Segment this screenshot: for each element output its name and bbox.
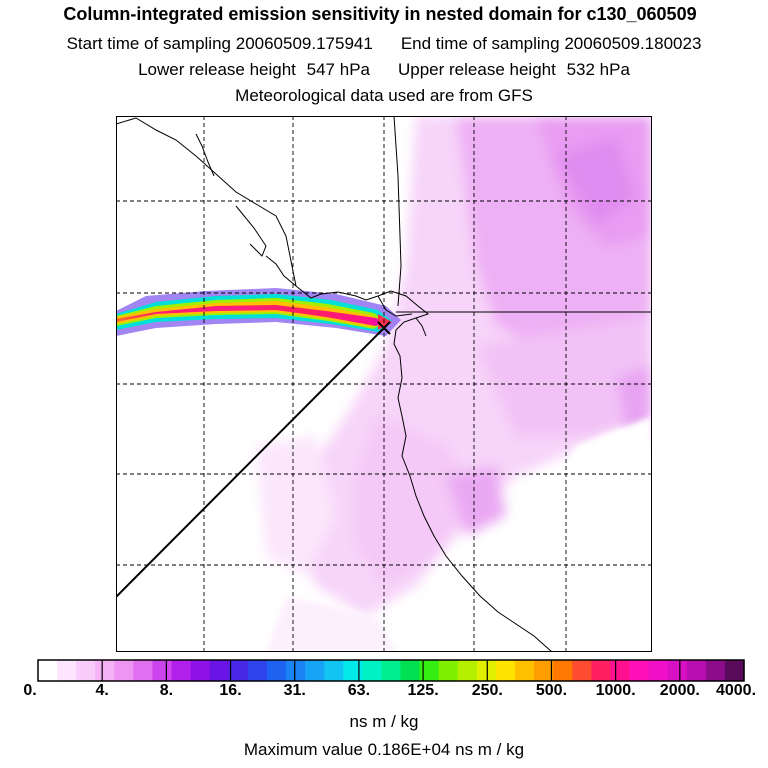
emission-plume <box>116 288 401 336</box>
start-time: Start time of sampling 20060509.175941 <box>67 34 373 54</box>
colorbar-tick-label: 0. <box>23 682 37 699</box>
colorbar-cell <box>686 660 707 681</box>
colorbar-tick-label: 500. <box>535 682 568 699</box>
receptor-marker <box>377 321 391 335</box>
graticule <box>116 116 652 652</box>
colorbar-cell <box>95 660 115 681</box>
map-panel <box>116 116 652 652</box>
colorbar-units: ns m / kg <box>349 712 419 731</box>
colorbar-tick-label: 2000. <box>659 682 700 699</box>
colorbar-cell <box>419 660 440 681</box>
colorbar-cell <box>400 660 421 681</box>
release-heights: Lower release height 547 hPa Upper relea… <box>0 60 768 80</box>
colorbar-cell <box>572 660 592 681</box>
colorbar-cell <box>76 660 96 681</box>
colorbar-cell <box>57 660 77 681</box>
colorbar-cell <box>324 660 344 681</box>
lower-release-label: Lower release height <box>138 60 296 79</box>
colorbar-cell <box>266 660 287 681</box>
colorbar-frame <box>37 659 745 682</box>
maximum-value: Maximum value 0.186E+04 ns m / kg <box>0 740 768 760</box>
colorbar-tick-label: 16. <box>219 682 242 699</box>
colorbar-tick-label: 4. <box>95 682 109 699</box>
lower-release-value: 547 <box>306 60 336 79</box>
colorbar-cell <box>591 660 612 681</box>
upper-release-unit: hPa <box>599 60 630 79</box>
maximum-value-label: Maximum value <box>243 740 363 759</box>
colorbar-cell <box>610 660 631 681</box>
colorbar-cell <box>705 660 726 681</box>
colorbar-cell <box>286 660 306 681</box>
maximum-value-number: 0.186E+04 <box>367 740 451 759</box>
colorbar-cell <box>515 660 535 681</box>
upper-release-label: Upper release height <box>398 60 556 79</box>
lower-release: Lower release height 547 hPa <box>138 60 370 80</box>
colorbar-tick-label: 125. <box>407 682 439 699</box>
colorbar-tick-label: 250. <box>471 682 503 699</box>
colorbar-tick-label: 63. <box>347 682 371 699</box>
colorbar-cell <box>114 660 134 681</box>
colorbar-cell <box>209 660 230 681</box>
start-time-value: 20060509.175941 <box>235 34 373 53</box>
sampling-times: Start time of sampling 20060509.175941 E… <box>0 34 768 54</box>
colorbar-tick-label: 31. <box>283 682 306 699</box>
upper-release-value: 532 <box>566 60 595 79</box>
colorbar-ticks <box>101 660 681 681</box>
borders <box>393 116 652 313</box>
colorbar-cell <box>553 660 573 681</box>
start-time-label: Start time of sampling <box>66 34 231 53</box>
colorbar-cell <box>362 660 383 681</box>
colorbar-cell <box>343 660 363 681</box>
end-time-label: End time of sampling <box>400 34 560 53</box>
met-data-note: Meteorological data used are from GFS <box>235 86 533 105</box>
colorbar-cell <box>667 660 688 681</box>
colorbar-cell <box>228 660 249 681</box>
end-time: End time of sampling 20060509.180023 <box>401 34 702 54</box>
colorbar-cell <box>305 660 325 681</box>
lower-release-unit: hPa <box>339 60 370 79</box>
upper-release: Upper release height 532 hPa <box>398 60 630 80</box>
colorbar-cell <box>190 660 211 681</box>
colorbar-cell <box>171 660 192 681</box>
colorbar-tick-label: 8. <box>159 682 174 699</box>
colorbar-cell <box>648 660 669 681</box>
colorbar-cell <box>534 660 554 681</box>
sensitivity-field <box>256 116 652 616</box>
colorbar-cell <box>476 660 497 681</box>
sensitivity-field-light <box>266 416 652 652</box>
colorbar-cell <box>457 660 478 681</box>
plot-title: Column-integrated emission sensitivity i… <box>63 4 697 24</box>
map-canvas <box>116 116 652 652</box>
colorbar-cell <box>152 660 173 681</box>
colorbar-tick-label: 1000. <box>595 682 636 699</box>
colorbar-tick-label: 4000. <box>715 682 757 699</box>
colorbar-cell <box>381 660 402 681</box>
map-border <box>116 116 652 652</box>
flight-track <box>116 327 385 598</box>
maximum-value-unit: ns m / kg <box>455 740 525 759</box>
colorbar-cell <box>495 660 516 681</box>
colorbar-cell <box>133 660 154 681</box>
end-time-value: 20060509.180023 <box>564 34 702 53</box>
colorbar-cell <box>247 660 268 681</box>
colorbar-cell <box>629 660 650 681</box>
colorbar-cell <box>38 660 58 681</box>
coastline <box>116 117 553 652</box>
colorbar-cells <box>38 660 745 681</box>
colorbar-cell <box>724 660 745 681</box>
colorbar-cell <box>438 660 459 681</box>
